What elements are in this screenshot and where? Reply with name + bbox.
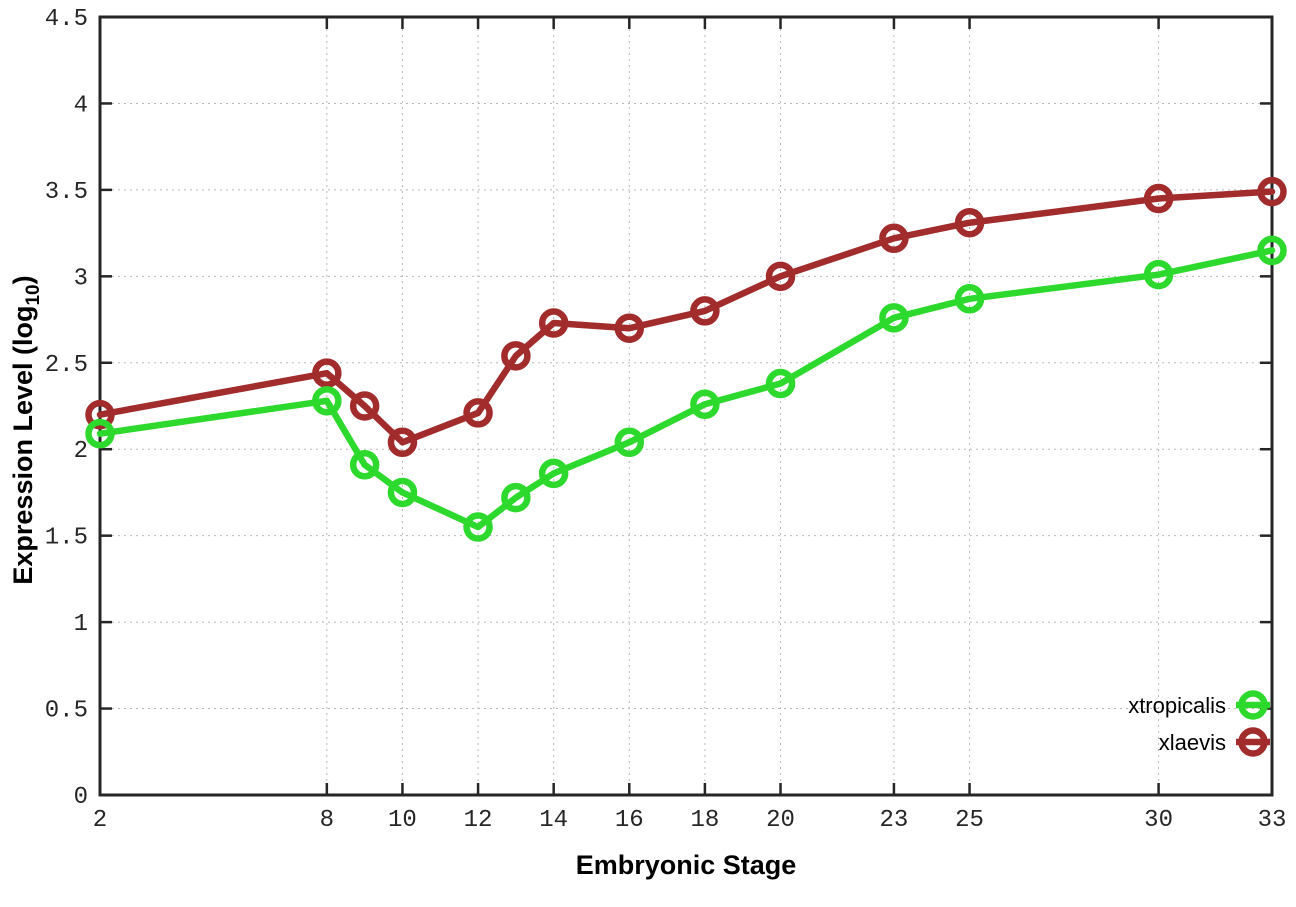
legend-sample-marker-xtropicalis [1238, 690, 1268, 720]
y-tick-label: 2.5 [45, 352, 88, 379]
x-tick-label: 30 [1144, 807, 1173, 834]
y-axis-title-close: ) [8, 275, 38, 284]
legend-label-xtropicalis: xtropicalis [1128, 693, 1226, 718]
x-tick-label: 14 [539, 807, 568, 834]
data-point-xtropicalis-20 [765, 368, 796, 399]
y-tick-label: 3 [74, 265, 88, 292]
data-point-xlaevis-14 [538, 308, 569, 338]
axis-layer: 2 8 10 12 14 16 18 20 23 25 30 33 0 0.5 1 1.5 2 2.5 3 3.5 4 4… [45, 6, 1287, 834]
y-tick-label: 3.5 [45, 179, 88, 206]
x-tick-label: 25 [955, 807, 984, 834]
data-point-xtropicalis-10 [387, 477, 418, 508]
x-axis-title: Embryonic Stage [576, 850, 797, 880]
x-tick-label: 18 [690, 807, 719, 834]
data-point-xtropicalis-14 [538, 458, 569, 489]
data-point-xlaevis-20 [765, 261, 796, 292]
data-point-xlaevis-25 [954, 207, 985, 238]
data-point-xlaevis-18 [690, 296, 720, 326]
data-point-xlaevis-16 [614, 313, 645, 343]
data-point-xtropicalis-8 [312, 386, 342, 416]
y-tick-label: 0.5 [45, 698, 88, 725]
legend-label-xlaevis: xlaevis [1159, 730, 1226, 755]
data-point-xtropicalis-13 [501, 482, 531, 513]
data-point-xtropicalis-25 [954, 284, 985, 314]
y-tick-label: 4.5 [45, 6, 88, 33]
data-point-xtropicalis-9 [349, 450, 380, 480]
series-line-xtropicalis [96, 247, 1276, 531]
data-point-xtropicalis-12 [463, 512, 493, 542]
x-tick-label: 12 [464, 807, 493, 834]
y-tick-label: 1.5 [45, 525, 88, 552]
data-point-xlaevis-33 [1257, 176, 1287, 207]
series-layer [85, 176, 1287, 542]
x-tick-label: 2 [93, 807, 107, 834]
data-point-xlaevis-30 [1143, 183, 1174, 214]
data-point-xtropicalis-30 [1143, 259, 1174, 290]
legend-sample-marker-xlaevis [1238, 727, 1268, 757]
y-axis-title-text: Expression Level (log [8, 306, 38, 585]
y-tick-label: 0 [74, 784, 88, 811]
y-tick-label: 2 [74, 438, 88, 465]
x-tick-label: 23 [880, 807, 909, 834]
data-point-xtropicalis-16 [614, 427, 645, 458]
data-point-xlaevis-12 [463, 398, 493, 428]
data-point-xlaevis-10 [387, 427, 418, 458]
data-point-xtropicalis-2 [85, 418, 115, 449]
y-tick-label: 1 [74, 611, 88, 638]
x-tick-label: 8 [320, 807, 334, 834]
x-tick-label: 10 [388, 807, 417, 834]
data-point-xtropicalis-33 [1257, 235, 1287, 266]
y-axis-title-subscript: 10 [23, 284, 44, 305]
x-tick-label: 20 [766, 807, 795, 834]
data-point-xlaevis-23 [879, 223, 909, 254]
series-line-xlaevis [96, 188, 1276, 446]
y-tick-label: 4 [74, 92, 88, 119]
x-tick-label: 33 [1258, 807, 1287, 834]
data-point-xlaevis-2 [85, 399, 115, 430]
data-point-xlaevis-9 [349, 391, 380, 421]
data-point-xtropicalis-18 [690, 389, 720, 420]
data-point-xlaevis-8 [312, 358, 342, 388]
legend: xtropicalis xlaevis [1128, 690, 1270, 757]
data-point-xtropicalis-23 [879, 303, 909, 333]
x-tick-label: 16 [615, 807, 644, 834]
data-point-xlaevis-13 [501, 341, 531, 371]
y-axis-title: Expression Level (log10) [8, 275, 44, 584]
